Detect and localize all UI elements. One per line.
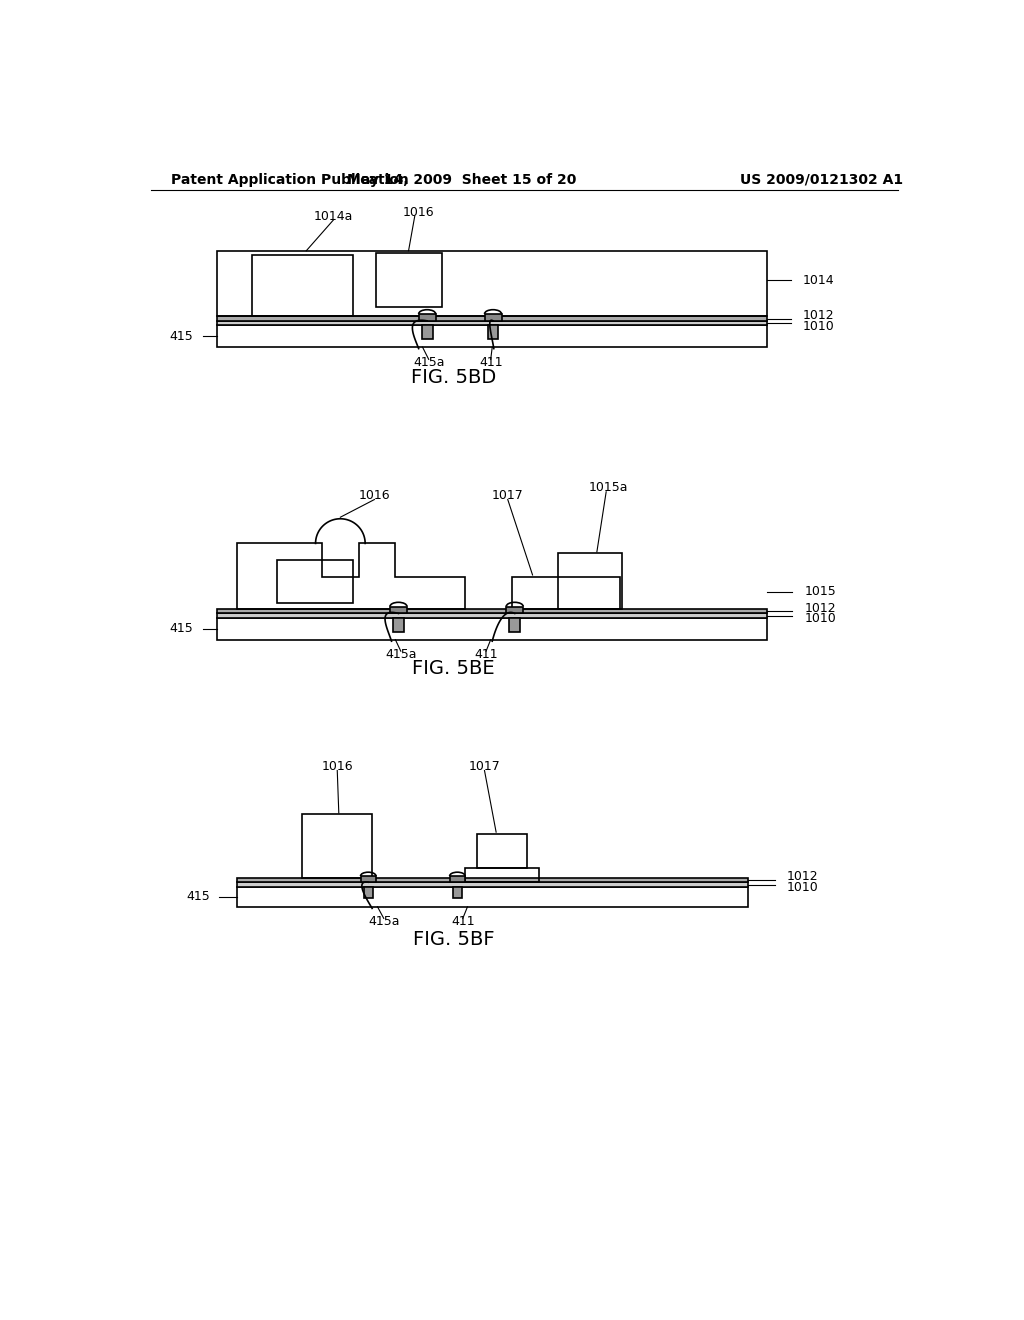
Text: 415a: 415a [368, 915, 399, 928]
Text: 1016: 1016 [322, 760, 353, 774]
Bar [237, 882, 748, 887]
Bar [509, 618, 520, 632]
Text: 1015: 1015 [805, 585, 837, 598]
Bar [237, 878, 748, 882]
Text: 1014: 1014 [803, 273, 835, 286]
Text: 1017: 1017 [469, 760, 501, 774]
Bar [252, 255, 352, 317]
Bar [237, 887, 748, 907]
Bar [393, 618, 403, 632]
Text: 1017: 1017 [492, 490, 523, 502]
Bar [487, 326, 499, 339]
Text: 1012: 1012 [803, 309, 835, 322]
Bar [364, 887, 373, 899]
Text: 411: 411 [479, 356, 503, 370]
Text: 1012: 1012 [805, 602, 837, 615]
Bar [217, 251, 767, 317]
Text: 411: 411 [474, 648, 498, 661]
Text: 415: 415 [169, 622, 194, 635]
Bar [217, 317, 767, 321]
Bar [217, 321, 767, 326]
Text: 415a: 415a [413, 356, 444, 370]
Text: 1010: 1010 [805, 612, 837, 626]
Text: 1010: 1010 [786, 880, 818, 894]
Text: Patent Application Publication: Patent Application Publication [171, 173, 409, 187]
Text: 415a: 415a [385, 648, 417, 661]
Text: US 2009/0121302 A1: US 2009/0121302 A1 [740, 173, 903, 187]
Bar [506, 607, 523, 614]
Bar [390, 607, 407, 614]
Bar [302, 814, 372, 878]
Bar [512, 577, 621, 609]
Bar [419, 314, 435, 321]
Text: May 14, 2009  Sheet 15 of 20: May 14, 2009 Sheet 15 of 20 [346, 173, 575, 187]
Bar [422, 326, 432, 339]
Bar [450, 876, 465, 882]
Text: FIG. 5BE: FIG. 5BE [413, 660, 495, 678]
Text: FIG. 5BF: FIG. 5BF [413, 931, 495, 949]
Bar [276, 560, 352, 603]
Bar [360, 876, 376, 882]
Text: 1012: 1012 [786, 870, 818, 883]
Text: 1016: 1016 [358, 490, 390, 502]
Bar [558, 553, 622, 609]
Text: 415: 415 [169, 330, 194, 343]
Bar [484, 314, 502, 321]
Bar [465, 869, 539, 882]
Text: 1010: 1010 [803, 319, 835, 333]
Text: 415: 415 [186, 890, 210, 903]
Text: 411: 411 [451, 915, 474, 928]
Bar [217, 326, 767, 347]
Bar [217, 609, 767, 614]
Text: 1014a: 1014a [313, 210, 353, 223]
Bar [453, 887, 462, 899]
Bar [217, 618, 767, 640]
Bar [217, 614, 767, 618]
Text: 1015a: 1015a [589, 482, 629, 495]
Text: FIG. 5BD: FIG. 5BD [411, 368, 496, 387]
Bar [376, 253, 442, 308]
Text: 1016: 1016 [402, 206, 434, 219]
Bar [477, 834, 527, 869]
